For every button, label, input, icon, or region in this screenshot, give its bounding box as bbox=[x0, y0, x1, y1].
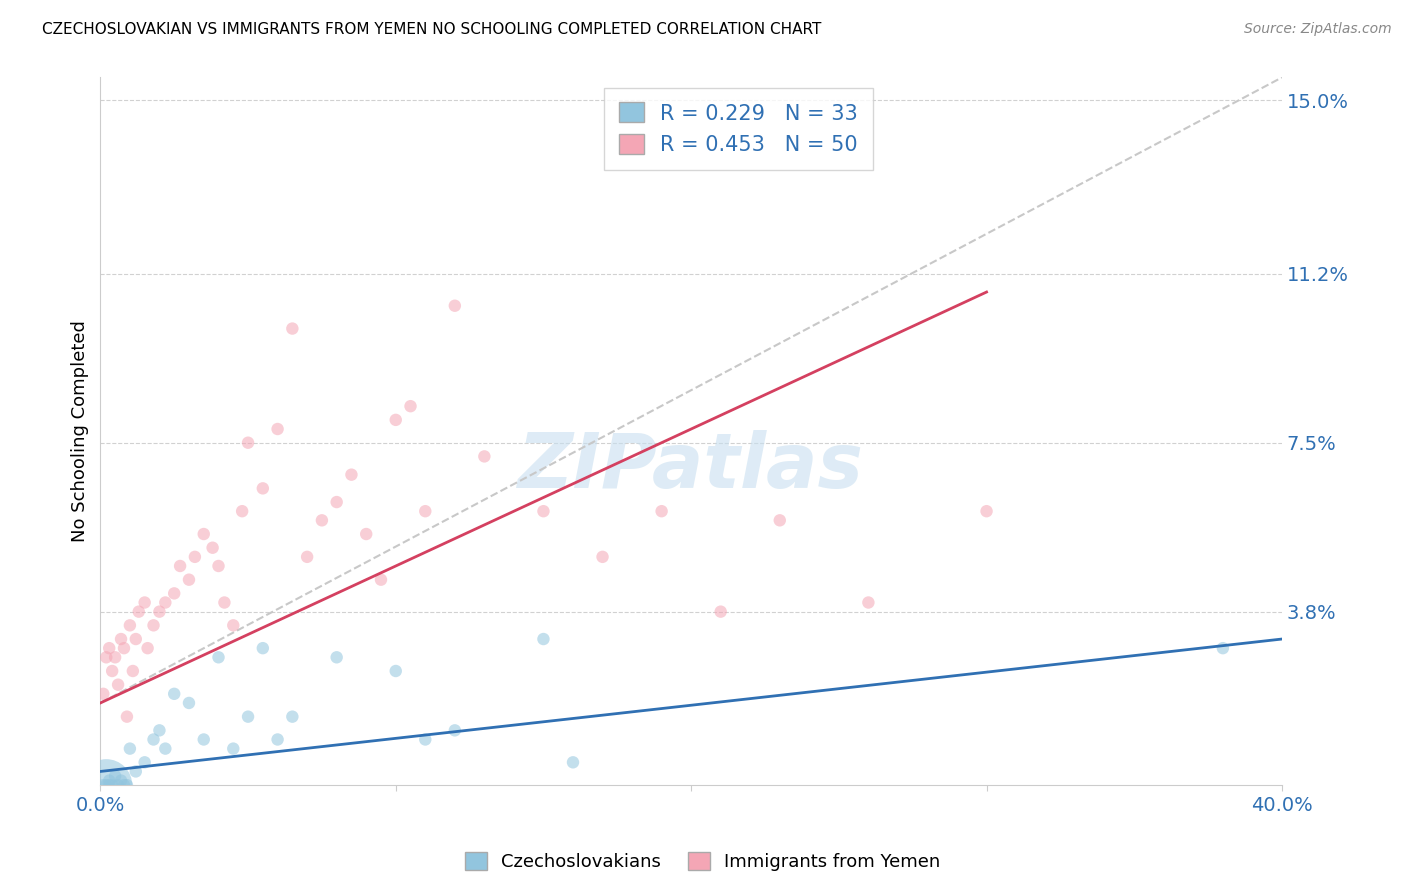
Point bbox=[112, 778, 135, 792]
Point bbox=[207, 559, 229, 574]
Point bbox=[266, 732, 288, 747]
Point bbox=[413, 504, 436, 518]
Point bbox=[118, 618, 141, 632]
Point bbox=[107, 678, 129, 692]
Point bbox=[252, 481, 274, 495]
Point bbox=[148, 723, 170, 738]
Point bbox=[474, 450, 496, 464]
Point bbox=[98, 773, 121, 788]
Point bbox=[443, 299, 465, 313]
Point bbox=[125, 764, 148, 779]
Point bbox=[155, 741, 177, 756]
Point bbox=[110, 773, 132, 788]
Point bbox=[121, 664, 143, 678]
Point bbox=[134, 595, 156, 609]
Legend: R = 0.229   N = 33, R = 0.453   N = 50: R = 0.229 N = 33, R = 0.453 N = 50 bbox=[605, 87, 873, 169]
Point bbox=[101, 664, 124, 678]
Point bbox=[96, 650, 118, 665]
Point bbox=[193, 732, 215, 747]
Point bbox=[163, 586, 186, 600]
Point bbox=[136, 641, 159, 656]
Point bbox=[112, 641, 135, 656]
Point bbox=[118, 741, 141, 756]
Point bbox=[101, 778, 124, 792]
Point bbox=[370, 573, 392, 587]
Point bbox=[311, 513, 333, 527]
Point bbox=[148, 605, 170, 619]
Point bbox=[858, 595, 880, 609]
Point bbox=[184, 549, 207, 564]
Y-axis label: No Schooling Completed: No Schooling Completed bbox=[72, 320, 89, 542]
Text: Source: ZipAtlas.com: Source: ZipAtlas.com bbox=[1244, 22, 1392, 37]
Point bbox=[155, 595, 177, 609]
Point bbox=[98, 778, 121, 792]
Point bbox=[384, 664, 406, 678]
Point bbox=[236, 709, 259, 723]
Point bbox=[399, 399, 422, 413]
Point bbox=[325, 650, 347, 665]
Point bbox=[533, 504, 555, 518]
Point bbox=[1212, 641, 1234, 656]
Point bbox=[384, 413, 406, 427]
Point bbox=[96, 778, 118, 792]
Point bbox=[354, 527, 377, 541]
Point bbox=[651, 504, 673, 518]
Point bbox=[201, 541, 224, 555]
Point bbox=[340, 467, 363, 482]
Point bbox=[193, 527, 215, 541]
Point bbox=[115, 778, 138, 792]
Point bbox=[533, 632, 555, 646]
Point bbox=[96, 778, 118, 792]
Point bbox=[98, 641, 121, 656]
Point bbox=[236, 435, 259, 450]
Point bbox=[231, 504, 253, 518]
Point bbox=[281, 321, 304, 335]
Point bbox=[252, 641, 274, 656]
Point bbox=[214, 595, 236, 609]
Point bbox=[413, 732, 436, 747]
Point bbox=[295, 549, 318, 564]
Point bbox=[207, 650, 229, 665]
Point bbox=[177, 696, 200, 710]
Text: CZECHOSLOVAKIAN VS IMMIGRANTS FROM YEMEN NO SCHOOLING COMPLETED CORRELATION CHAR: CZECHOSLOVAKIAN VS IMMIGRANTS FROM YEMEN… bbox=[42, 22, 821, 37]
Point bbox=[91, 687, 114, 701]
Point bbox=[222, 618, 245, 632]
Point bbox=[976, 504, 998, 518]
Point bbox=[107, 778, 129, 792]
Point bbox=[104, 650, 127, 665]
Point bbox=[104, 769, 127, 783]
Point bbox=[222, 741, 245, 756]
Point bbox=[769, 513, 792, 527]
Point bbox=[163, 687, 186, 701]
Point bbox=[125, 632, 148, 646]
Point bbox=[142, 732, 165, 747]
Point bbox=[266, 422, 288, 436]
Point bbox=[134, 756, 156, 770]
Point bbox=[110, 632, 132, 646]
Point bbox=[443, 723, 465, 738]
Point bbox=[710, 605, 733, 619]
Point bbox=[177, 573, 200, 587]
Legend: Czechoslovakians, Immigrants from Yemen: Czechoslovakians, Immigrants from Yemen bbox=[458, 846, 948, 879]
Point bbox=[115, 709, 138, 723]
Point bbox=[325, 495, 347, 509]
Point bbox=[128, 605, 150, 619]
Point bbox=[592, 549, 614, 564]
Point bbox=[169, 559, 191, 574]
Point bbox=[142, 618, 165, 632]
Point bbox=[91, 778, 114, 792]
Point bbox=[281, 709, 304, 723]
Text: ZIPatlas: ZIPatlas bbox=[519, 430, 865, 504]
Point bbox=[562, 756, 585, 770]
